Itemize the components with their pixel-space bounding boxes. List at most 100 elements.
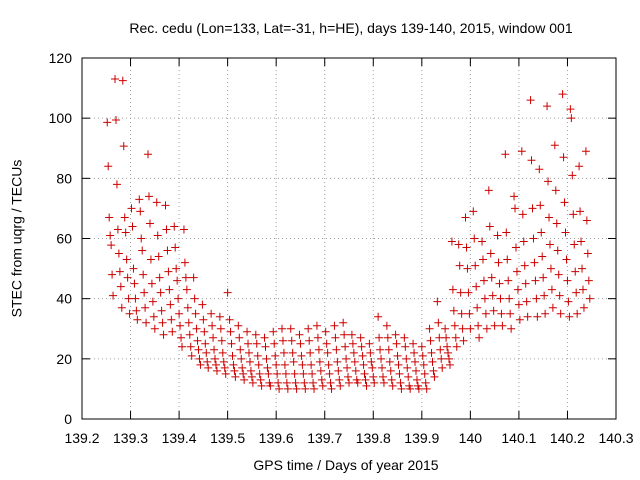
y-axis-title: STEC from uqrg / TECUs — [9, 160, 25, 318]
data-point — [450, 321, 459, 330]
data-point — [514, 300, 523, 309]
y-tick-label: 20 — [56, 351, 72, 367]
data-point — [104, 162, 113, 171]
data-point — [228, 351, 237, 360]
data-point — [291, 378, 300, 387]
data-point — [238, 363, 247, 372]
data-point — [163, 246, 172, 255]
data-point — [403, 363, 412, 372]
data-point — [315, 357, 324, 366]
data-point — [217, 336, 226, 345]
data-point — [367, 357, 376, 366]
data-point — [547, 285, 556, 294]
data-point — [139, 270, 148, 279]
data-point — [519, 237, 528, 246]
data-point — [479, 276, 488, 285]
data-point — [396, 378, 405, 387]
data-point — [111, 75, 120, 84]
data-point — [144, 192, 153, 201]
data-point — [240, 375, 249, 384]
data-point — [459, 336, 468, 345]
data-point — [200, 327, 209, 336]
data-point — [247, 372, 256, 381]
data-point — [180, 258, 189, 267]
data-point — [447, 237, 456, 246]
y-tick-label: 80 — [56, 170, 72, 186]
data-point — [171, 243, 180, 252]
data-point — [560, 198, 569, 207]
data-point — [430, 372, 439, 381]
data-point — [471, 261, 480, 270]
data-point — [229, 360, 238, 369]
data-point — [215, 312, 224, 321]
data-point — [225, 315, 234, 324]
data-point — [583, 249, 592, 258]
data-point — [421, 378, 430, 387]
y-tick-label: 0 — [64, 411, 72, 427]
data-point — [412, 375, 421, 384]
data-point — [306, 348, 315, 357]
data-point — [442, 333, 451, 342]
data-point — [204, 363, 213, 372]
data-point — [518, 210, 527, 219]
data-point — [144, 150, 153, 159]
data-point — [507, 324, 516, 333]
data-point — [297, 351, 306, 360]
data-point — [194, 345, 203, 354]
data-point — [469, 207, 478, 216]
data-point — [456, 288, 465, 297]
data-point — [478, 255, 487, 264]
data-point — [326, 378, 335, 387]
data-point — [278, 336, 287, 345]
data-point — [510, 192, 519, 201]
data-point — [273, 369, 282, 378]
data-point — [377, 354, 386, 363]
data-point — [433, 297, 442, 306]
data-point — [132, 306, 141, 315]
data-point — [130, 279, 139, 288]
data-point — [191, 309, 200, 318]
data-point — [290, 369, 299, 378]
data-point — [541, 309, 550, 318]
data-point — [187, 351, 196, 360]
data-point — [202, 348, 211, 357]
data-point — [409, 339, 418, 348]
data-point — [455, 261, 464, 270]
data-point — [417, 342, 426, 351]
data-point — [220, 363, 229, 372]
data-point — [153, 231, 162, 240]
data-point — [185, 330, 194, 339]
data-point — [190, 294, 199, 303]
data-point — [466, 324, 475, 333]
data-point — [463, 264, 472, 273]
data-point — [156, 288, 165, 297]
data-point — [121, 228, 130, 237]
data-point — [106, 231, 115, 240]
data-point — [538, 252, 547, 261]
data-point — [448, 285, 457, 294]
data-point — [426, 336, 435, 345]
data-point — [345, 378, 353, 387]
data-point — [369, 372, 378, 381]
data-point — [454, 240, 463, 249]
data-point — [236, 345, 245, 354]
data-point — [575, 162, 584, 171]
data-point — [312, 321, 321, 330]
data-point — [470, 234, 479, 243]
x-tick-label: 139.2 — [64, 430, 99, 446]
data-point — [219, 357, 228, 366]
data-point — [278, 324, 287, 333]
data-point — [438, 363, 447, 372]
data-point — [350, 357, 359, 366]
data-point — [123, 273, 132, 282]
data-point — [305, 336, 314, 345]
data-point — [288, 348, 297, 357]
data-point — [316, 366, 325, 375]
data-point — [562, 255, 571, 264]
data-point — [581, 147, 590, 156]
data-point — [578, 264, 587, 273]
data-point — [308, 369, 317, 378]
data-point — [317, 375, 326, 384]
data-point — [495, 279, 504, 288]
data-point — [314, 345, 323, 354]
